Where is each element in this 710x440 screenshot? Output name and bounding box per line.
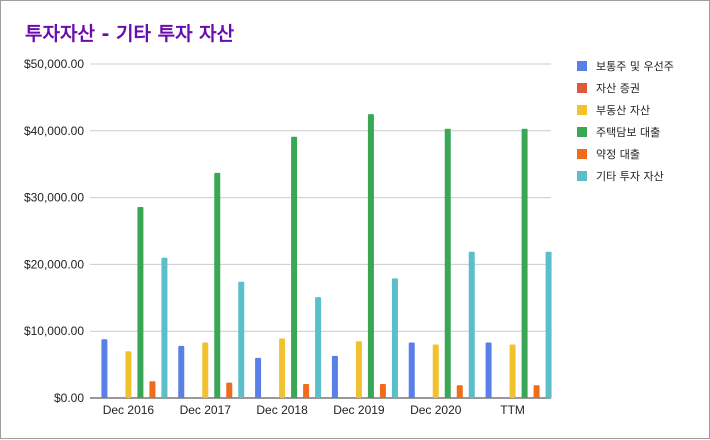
x-tick-label: Dec 2018 <box>256 403 308 417</box>
bar <box>255 357 262 398</box>
bar <box>533 385 540 398</box>
y-tick-label: $20,000.00 <box>24 257 84 271</box>
legend-item: 부동산 자산 <box>577 99 674 121</box>
bar <box>161 257 168 398</box>
bar <box>202 342 209 398</box>
legend-swatch <box>577 105 587 115</box>
bar <box>178 345 185 398</box>
legend-label: 부동산 자산 <box>596 104 651 117</box>
legend-swatch <box>577 171 587 181</box>
bar <box>226 382 233 398</box>
x-tick-label: Dec 2016 <box>103 403 155 417</box>
bar <box>391 278 398 398</box>
y-tick-label: $50,000.00 <box>24 57 84 71</box>
bar <box>125 351 132 398</box>
legend-item: 보통주 및 우선주 <box>577 55 674 77</box>
y-tick-label: $40,000.00 <box>24 124 84 138</box>
bar <box>303 383 310 398</box>
bar <box>279 338 286 398</box>
x-tick-label: Dec 2017 <box>180 403 232 417</box>
legend-label: 자산 증권 <box>596 82 640 95</box>
x-tick-label: Dec 2019 <box>333 403 385 417</box>
x-tick-label: TTM <box>500 403 525 417</box>
bar <box>432 344 439 398</box>
bar <box>444 128 451 398</box>
legend-label: 기타 투자 자산 <box>596 170 664 183</box>
y-tick-label: $10,000.00 <box>24 324 84 338</box>
bar <box>456 385 463 398</box>
bar <box>315 297 322 398</box>
bar <box>331 355 338 398</box>
bar <box>214 172 221 398</box>
legend-swatch <box>577 61 587 71</box>
bar <box>485 342 492 398</box>
legend-label: 보통주 및 우선주 <box>596 60 674 73</box>
legend-item: 자산 증권 <box>577 77 674 99</box>
legend-swatch <box>577 83 587 93</box>
bar <box>291 136 298 398</box>
bar <box>509 344 516 398</box>
legend-item: 주택담보 대출 <box>577 121 674 143</box>
bar <box>379 383 386 398</box>
bar <box>408 342 415 398</box>
bar <box>137 206 144 398</box>
bar <box>355 341 362 398</box>
bar <box>545 251 552 398</box>
legend-item: 기타 투자 자산 <box>577 165 674 187</box>
chart-title: 투자자산 - 기타 투자 자산 <box>25 23 235 45</box>
y-tick-label: $0.00 <box>54 391 84 405</box>
legend-swatch <box>577 127 587 137</box>
bar <box>521 128 528 398</box>
legend-item: 약정 대출 <box>577 143 674 165</box>
y-tick-label: $30,000.00 <box>24 191 84 205</box>
bar <box>238 281 245 398</box>
bar <box>367 114 374 398</box>
legend-swatch <box>577 149 587 159</box>
bar <box>149 381 156 398</box>
legend-label: 주택담보 대출 <box>596 126 661 139</box>
legend-label: 약정 대출 <box>596 148 640 161</box>
bar <box>468 251 475 398</box>
bar <box>101 339 108 398</box>
x-tick-label: Dec 2020 <box>410 403 462 417</box>
